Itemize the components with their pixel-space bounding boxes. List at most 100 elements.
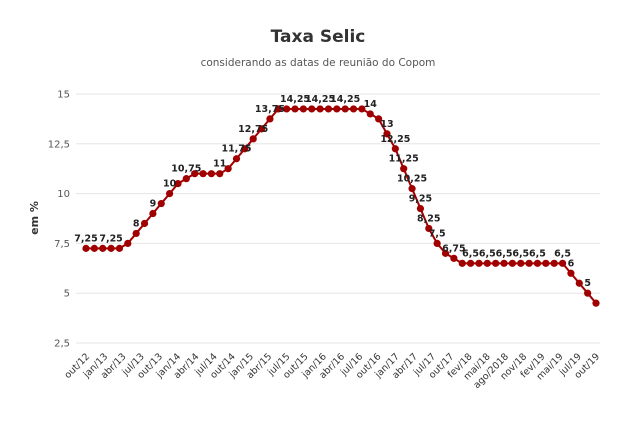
- data-point[interactable]: [341, 105, 349, 113]
- data-points: [82, 105, 600, 307]
- data-label: 14,25: [330, 94, 360, 105]
- data-point[interactable]: [90, 244, 98, 252]
- data-point[interactable]: [241, 145, 249, 153]
- data-point[interactable]: [274, 105, 282, 113]
- data-point[interactable]: [283, 105, 291, 113]
- data-label: 13,75: [255, 104, 285, 115]
- data-point[interactable]: [132, 229, 140, 238]
- data-label: 6,5: [496, 248, 513, 259]
- data-point[interactable]: [333, 105, 341, 113]
- data-label: 6,5: [462, 248, 479, 259]
- data-point[interactable]: [408, 185, 416, 193]
- data-label: 7,25: [74, 233, 97, 244]
- data-point[interactable]: [441, 249, 450, 257]
- data-point[interactable]: [349, 105, 358, 113]
- data-point[interactable]: [299, 105, 307, 113]
- y-tick-label: 5: [64, 289, 70, 300]
- data-label: 9: [150, 199, 157, 210]
- data-label: 10,75: [171, 164, 201, 175]
- data-point[interactable]: [416, 204, 425, 213]
- data-point[interactable]: [584, 289, 592, 297]
- data-point[interactable]: [425, 224, 433, 233]
- data-point[interactable]: [400, 165, 408, 173]
- data-point[interactable]: [224, 165, 232, 173]
- data-point[interactable]: [149, 209, 157, 218]
- data-point[interactable]: [391, 145, 399, 153]
- gridlines: [76, 93, 600, 344]
- data-point[interactable]: [99, 244, 107, 252]
- data-point[interactable]: [232, 155, 241, 163]
- data-label: 6,75: [442, 243, 465, 254]
- data-point[interactable]: [324, 105, 333, 113]
- data-point[interactable]: [358, 105, 366, 113]
- data-point[interactable]: [375, 115, 383, 123]
- data-point[interactable]: [140, 219, 149, 228]
- y-axis-ticks: 2,5 5 7,5 10 12,5 15: [48, 90, 70, 350]
- data-label: 7,5: [429, 228, 446, 239]
- data-label: 8: [133, 218, 140, 229]
- data-point[interactable]: [157, 199, 165, 208]
- data-label: 6,5: [479, 248, 496, 259]
- y-tick-label: 15: [57, 90, 70, 101]
- data-point[interactable]: [207, 170, 216, 178]
- x-axis-ticks: out/12jan/13abr/13jul/13out/13jan/14abr/…: [63, 351, 603, 391]
- data-point[interactable]: [492, 259, 500, 267]
- data-label: 7,25: [99, 233, 122, 244]
- data-point[interactable]: [316, 105, 324, 113]
- data-label: 6,5: [554, 248, 571, 259]
- data-label: 10,25: [397, 174, 427, 185]
- data-point[interactable]: [508, 259, 516, 267]
- data-label: 6,5: [529, 248, 546, 259]
- y-tick-label: 10: [57, 189, 70, 200]
- data-point[interactable]: [575, 279, 583, 287]
- data-point[interactable]: [450, 254, 458, 262]
- data-point[interactable]: [191, 170, 199, 178]
- data-point[interactable]: [475, 259, 483, 267]
- data-label: 6: [568, 258, 575, 269]
- y-tick-label: 7,5: [54, 239, 70, 250]
- y-tick-label: 12,5: [48, 139, 70, 150]
- y-tick-label: 2,5: [54, 339, 70, 350]
- data-label: 14: [364, 99, 378, 110]
- data-point[interactable]: [249, 135, 257, 143]
- data-point[interactable]: [216, 170, 224, 178]
- data-point[interactable]: [107, 244, 115, 252]
- data-point[interactable]: [174, 180, 182, 188]
- data-point[interactable]: [558, 259, 567, 267]
- data-point[interactable]: [308, 105, 316, 113]
- data-point[interactable]: [466, 259, 475, 267]
- data-point[interactable]: [124, 239, 132, 247]
- data-point[interactable]: [500, 259, 508, 267]
- data-label: 14,25: [305, 94, 335, 105]
- data-point[interactable]: [291, 105, 299, 113]
- data-point[interactable]: [517, 259, 525, 267]
- data-point[interactable]: [542, 259, 550, 267]
- data-point[interactable]: [525, 259, 533, 267]
- data-point[interactable]: [592, 299, 600, 307]
- data-point[interactable]: [166, 190, 174, 198]
- chart-title: Taxa Selic: [271, 27, 366, 47]
- data-point[interactable]: [199, 170, 207, 178]
- y-axis-label: em %: [28, 201, 41, 235]
- data-point[interactable]: [567, 269, 575, 277]
- data-label: 13: [380, 119, 393, 130]
- data-point[interactable]: [266, 115, 274, 123]
- data-label: 10: [163, 179, 177, 190]
- data-point[interactable]: [383, 130, 391, 138]
- data-label: 14,25: [280, 94, 310, 105]
- data-point[interactable]: [366, 110, 374, 118]
- data-point[interactable]: [483, 259, 491, 267]
- data-label: 11,75: [221, 144, 251, 155]
- data-point[interactable]: [433, 239, 441, 247]
- data-point[interactable]: [533, 259, 542, 267]
- data-point[interactable]: [115, 244, 124, 252]
- data-point[interactable]: [182, 175, 190, 183]
- data-label: 5: [584, 278, 591, 289]
- data-point[interactable]: [82, 244, 90, 252]
- data-point[interactable]: [257, 125, 266, 133]
- data-point[interactable]: [458, 259, 466, 267]
- data-point[interactable]: [550, 259, 558, 267]
- data-label: 12,25: [380, 134, 410, 145]
